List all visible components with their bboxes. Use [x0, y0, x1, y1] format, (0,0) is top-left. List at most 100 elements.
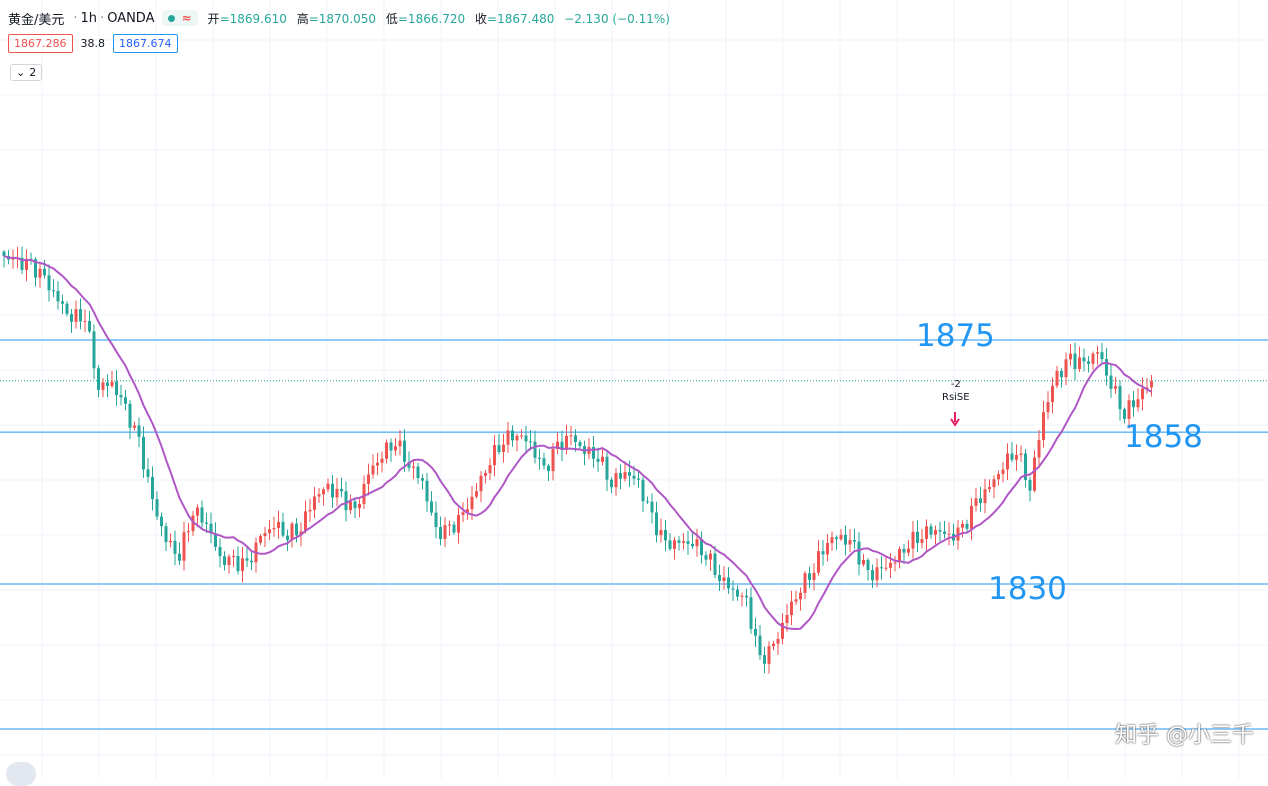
- candle-body: [263, 533, 267, 537]
- candle-body: [731, 588, 735, 590]
- candle-body: [74, 309, 78, 322]
- candle-body: [835, 537, 838, 540]
- candle-body: [925, 526, 928, 539]
- candle-body: [259, 536, 262, 543]
- candle-body: [776, 638, 780, 644]
- candle-body: [610, 479, 613, 488]
- candle-body: [430, 501, 433, 513]
- candle-body: [236, 556, 240, 572]
- candle-body: [331, 483, 334, 498]
- candle-body: [974, 498, 978, 506]
- buy-price-button[interactable]: 1867.674: [113, 34, 178, 53]
- candle-body: [1100, 352, 1104, 360]
- candle-body: [754, 628, 757, 636]
- candle-body: [727, 577, 730, 589]
- interval-label[interactable]: 1h: [80, 10, 98, 26]
- candle-body: [803, 573, 807, 593]
- wave-icon: ≈: [181, 11, 192, 25]
- candle-body: [1037, 440, 1041, 458]
- level-label-1875: 1875: [916, 318, 995, 354]
- candle-body: [619, 473, 622, 479]
- candle-body: [439, 527, 442, 539]
- candle-body: [70, 313, 73, 322]
- candle-body: [412, 466, 415, 468]
- candle-body: [493, 445, 496, 466]
- candle-body: [875, 567, 879, 581]
- candle-body: [353, 501, 357, 509]
- candle-body: [650, 501, 654, 513]
- candle-body: [605, 456, 609, 480]
- candle-body: [812, 572, 816, 580]
- candle-body: [781, 622, 784, 639]
- candle-body: [1015, 454, 1018, 460]
- candle-body: [821, 551, 825, 555]
- tradingview-logo-icon[interactable]: [6, 762, 36, 786]
- candle-body: [902, 548, 906, 553]
- candle-body: [281, 521, 285, 536]
- candle-body: [169, 540, 172, 543]
- indicators-toggle-button[interactable]: ⌄ 2: [10, 64, 43, 81]
- candle-body: [862, 559, 865, 565]
- strategy-signal-label[interactable]: -2 RsiSE: [942, 378, 970, 404]
- sell-price-button[interactable]: 1867.286: [8, 34, 73, 53]
- candle-body: [362, 483, 366, 504]
- candle-body: [317, 494, 321, 497]
- candle-body: [1145, 387, 1149, 389]
- candle-body: [52, 290, 55, 292]
- candle-body: [844, 534, 847, 545]
- candle-body: [520, 435, 523, 437]
- candle-body: [61, 301, 64, 304]
- low-label: 低: [385, 11, 398, 26]
- candle-body: [565, 435, 568, 450]
- candle-body: [542, 458, 546, 466]
- candle-body: [1082, 357, 1086, 362]
- candle-body: [1087, 361, 1090, 364]
- candle-body: [853, 540, 856, 542]
- candle-body: [749, 597, 753, 629]
- candle-body: [794, 599, 798, 602]
- candle-body: [448, 524, 451, 526]
- candle-body: [866, 559, 870, 571]
- quote-row: 1867.286 38.8 1867.674: [8, 34, 178, 53]
- candle-body: [1019, 453, 1023, 455]
- candle-body: [772, 643, 775, 647]
- candle-body: [200, 507, 204, 523]
- candle-body: [133, 425, 136, 428]
- candle-body: [704, 555, 708, 560]
- candle-body: [929, 526, 933, 535]
- candle-body: [1078, 357, 1081, 369]
- candle-body: [790, 601, 793, 616]
- market-status-button[interactable]: ≈: [162, 10, 198, 26]
- candle-body: [713, 553, 717, 576]
- candle-body: [205, 522, 208, 524]
- candle-body: [515, 435, 519, 441]
- high-label: 高: [296, 11, 309, 26]
- candle-body: [322, 489, 325, 495]
- candle-body: [547, 465, 550, 472]
- candle-body: [299, 531, 303, 536]
- candle-body: [1091, 353, 1095, 364]
- candle-body: [920, 538, 924, 543]
- candle-body: [722, 577, 726, 581]
- candle-body: [25, 258, 28, 270]
- candle-body: [830, 537, 834, 544]
- candle-body: [893, 562, 897, 564]
- candle-body: [245, 558, 249, 561]
- candle-body: [47, 275, 51, 291]
- candle-body: [871, 570, 874, 581]
- candle-body: [686, 541, 690, 544]
- spread-value: 38.8: [80, 37, 106, 50]
- candle-body: [1096, 352, 1099, 354]
- candle-body: [691, 543, 694, 547]
- candle-body: [992, 479, 996, 488]
- candle-body: [1064, 359, 1068, 378]
- candle-body: [83, 320, 87, 322]
- candle-body: [736, 589, 739, 597]
- watermark: 知乎 @小三千: [1115, 723, 1254, 748]
- candle-body: [808, 573, 811, 580]
- candle-body: [326, 483, 330, 490]
- candle-body: [511, 430, 514, 441]
- symbol-label[interactable]: 黄金/美元: [8, 12, 65, 28]
